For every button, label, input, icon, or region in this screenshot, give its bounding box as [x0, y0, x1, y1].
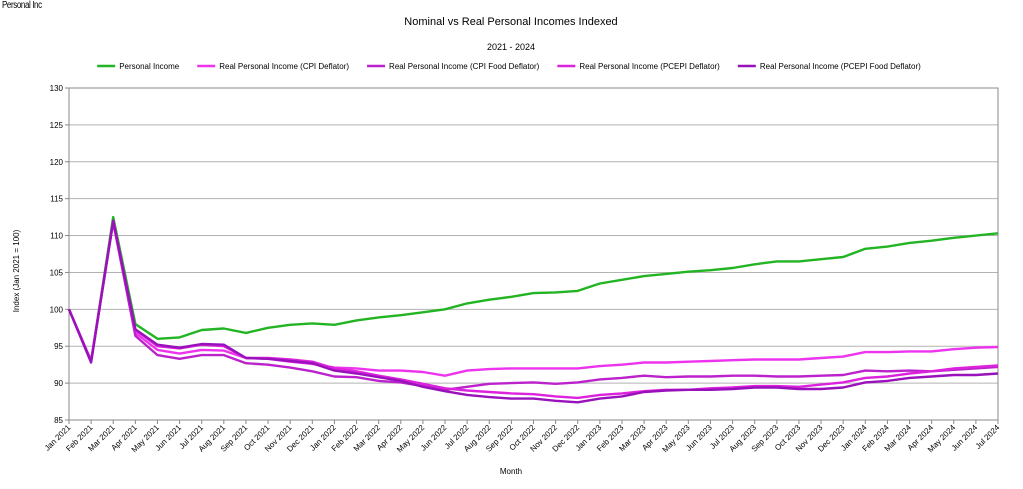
- legend-label: Real Personal Income (CPI Deflator): [219, 62, 349, 71]
- grid-lines: [69, 87, 998, 421]
- series-lines: [67, 215, 999, 404]
- series-line-5: [67, 219, 999, 404]
- y-tick-label: 110: [50, 232, 63, 241]
- y-tick-label: 85: [54, 416, 63, 425]
- brand-logo-text: Personal Inc: [2, 0, 42, 11]
- chart-title: Nominal vs Real Personal Incomes Indexed: [404, 16, 617, 28]
- legend-label: Real Personal Income (PCEPI Deflator): [579, 62, 720, 71]
- series-line-3: [67, 221, 999, 391]
- y-tick-label: 125: [50, 121, 64, 130]
- y-tick-label: 90: [54, 379, 63, 388]
- x-tick-label: Jul 2024: [974, 423, 1002, 451]
- series-line-2: [67, 219, 999, 377]
- y-tick-label: 95: [54, 342, 63, 351]
- series-line-1: [67, 215, 999, 363]
- y-tick-label: 115: [50, 195, 63, 204]
- x-axis-label: Month: [500, 467, 522, 476]
- legend-label: Real Personal Income (PCEPI Food Deflato…: [760, 62, 921, 71]
- y-tick-label: 120: [50, 158, 64, 167]
- chart-subtitle: 2021 - 2024: [487, 42, 535, 52]
- y-tick-label: 130: [50, 84, 64, 93]
- y-tick-label: 100: [50, 305, 64, 314]
- y-axis-ticks: 85 90 95 100 105 110 115 120 125 130: [50, 84, 69, 425]
- plot-area: [68, 87, 999, 421]
- y-tick-label: 105: [50, 268, 64, 277]
- chart-legend: Personal Income Real Personal Income (CPI…: [97, 62, 921, 71]
- legend-label: Personal Income: [119, 62, 180, 71]
- series-line-4: [67, 219, 999, 400]
- y-axis-label: Index (Jan 2021 = 100): [12, 229, 21, 312]
- legend-label: Real Personal Income (CPI Food Deflator): [389, 62, 540, 71]
